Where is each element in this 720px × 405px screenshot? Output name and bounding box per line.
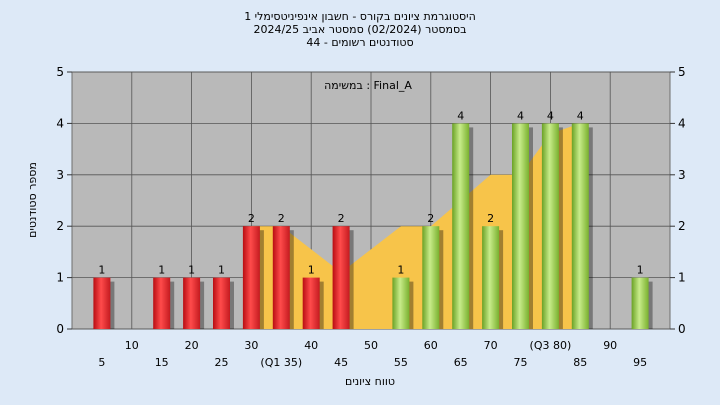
x-tick-label: 30 (244, 339, 258, 352)
x-tick-label: 50 (364, 339, 378, 352)
x-tick-label: 85 (573, 356, 587, 369)
bar-70 (482, 226, 500, 329)
y-tick-label-left: 0 (56, 322, 64, 336)
chart-title: היסטוגרמת ציונים בקורס - חשבון אינפיניטס… (244, 10, 476, 49)
x-tick-label: 45 (334, 356, 348, 369)
bar-45 (332, 226, 350, 329)
y-tick-label-right: 5 (678, 65, 686, 79)
x-tick-label: 40 (304, 339, 318, 352)
y-tick-label-left: 5 (56, 65, 64, 79)
bar-value-label: 4 (547, 109, 554, 122)
x-tick-label: 15 (155, 356, 169, 369)
bar-25 (213, 277, 230, 329)
bar-value-label: 1 (188, 264, 195, 277)
y-tick-label-right: 4 (678, 116, 686, 130)
bar-75 (512, 123, 529, 330)
y-axis-left-ticks: 0 1 2 3 4 5 (56, 65, 72, 336)
bar-value-label: 2 (427, 212, 434, 225)
bar-value-label: 1 (218, 264, 225, 277)
x-tick-label: (Q3 80) (530, 339, 572, 352)
x-tick-label: 60 (424, 339, 438, 352)
bar-65 (452, 123, 470, 330)
y-tick-label-right: 0 (678, 322, 686, 336)
bar-20 (183, 277, 201, 329)
bar-80 (541, 123, 559, 330)
x-tick-label: 20 (185, 339, 199, 352)
x-tick-label: 75 (514, 356, 528, 369)
bar-value-label: 4 (517, 109, 524, 122)
chart-title-line-1: היסטוגרמת ציונים בקורס - חשבון אינפיניטס… (244, 10, 476, 23)
x-tick-label: 65 (454, 356, 468, 369)
bar-value-label: 1 (637, 264, 644, 277)
y-tick-label-left: 3 (56, 168, 64, 182)
y-tick-label-left: 1 (56, 271, 64, 285)
bar-5 (93, 277, 111, 329)
bar-value-label: 4 (457, 109, 464, 122)
chart-annotation: במשימה : Final_A (324, 79, 412, 92)
bar-value-labels: 1 1 1 1 2 2 1 2 1 2 4 2 4 4 4 1 (98, 109, 643, 276)
y-tick-label-left: 2 (56, 219, 64, 233)
x-tick-label: 90 (603, 339, 617, 352)
x-tick-label: 55 (394, 356, 408, 369)
y-tick-label-right: 3 (678, 168, 686, 182)
bar-60 (422, 226, 440, 329)
bar-55 (392, 277, 410, 329)
bar-value-label: 2 (487, 212, 494, 225)
bar-30 (242, 226, 260, 329)
x-tick-label: 25 (215, 356, 229, 369)
bar-value-label: 4 (577, 109, 584, 122)
y-axis-right-ticks: 0 1 2 3 4 5 (670, 65, 686, 336)
bars (93, 123, 653, 330)
bar-95 (631, 277, 649, 329)
y-axis-title: מספר סטודנטים (26, 162, 39, 238)
x-tick-label: 5 (98, 356, 105, 369)
bar-15 (153, 277, 171, 329)
bar-value-label: 1 (308, 264, 315, 277)
x-axis-title: טווח ציונים (345, 375, 395, 388)
y-tick-label-right: 1 (678, 271, 686, 285)
bar-35 (272, 226, 290, 329)
bar-value-label: 2 (338, 212, 345, 225)
x-tick-label: 95 (633, 356, 647, 369)
x-tick-label: (Q1 35) (260, 356, 302, 369)
chart-title-line-2: בסמסטר (02/2024) סמסטר אביב 2024/25 (253, 23, 466, 36)
bar-value-label: 1 (158, 264, 165, 277)
bar-85 (571, 123, 589, 330)
bar-value-label: 2 (278, 212, 285, 225)
bar-value-label: 2 (248, 212, 255, 225)
y-tick-label-right: 2 (678, 219, 686, 233)
bar-40 (302, 277, 320, 329)
chart-title-line-3: 44 - סטודנטים רשומים (306, 36, 413, 49)
bar-value-label: 1 (397, 264, 404, 277)
bar-value-label: 1 (98, 264, 105, 277)
x-axis-ticks: 10 20 30 40 50 60 70 (Q3 80) 90 5 15 25 (Q1 35) 45 55 6… (98, 339, 647, 369)
y-tick-label-left: 4 (56, 116, 64, 130)
x-tick-label: 10 (125, 339, 139, 352)
x-tick-label: 70 (484, 339, 498, 352)
